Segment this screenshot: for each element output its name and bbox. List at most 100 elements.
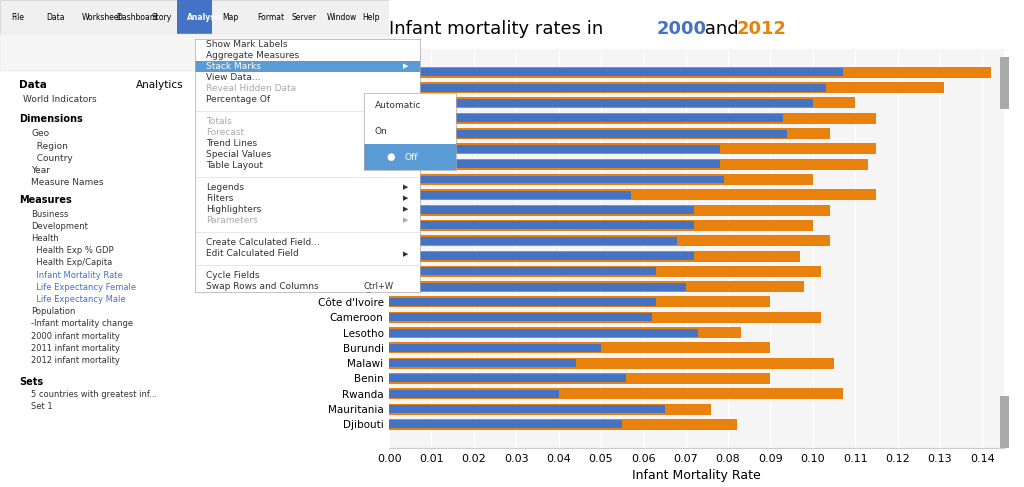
- FancyBboxPatch shape: [0, 0, 389, 34]
- Text: Business: Business: [31, 210, 69, 219]
- Text: -Infant mortality change: -Infant mortality change: [31, 319, 133, 328]
- Text: Dimensions: Dimensions: [19, 114, 83, 124]
- Bar: [389, 145, 720, 153]
- Text: Swap Rows and Columns: Swap Rows and Columns: [206, 282, 318, 291]
- Text: Region: Region: [31, 142, 68, 150]
- Bar: [389, 327, 740, 338]
- Text: Life Expectancy Male: Life Expectancy Male: [31, 295, 126, 304]
- Bar: [389, 359, 575, 367]
- Bar: [389, 143, 877, 154]
- Bar: [389, 388, 843, 399]
- Bar: [389, 130, 787, 137]
- Bar: [389, 419, 736, 430]
- Text: Worksheet: Worksheet: [82, 13, 122, 21]
- Text: Show Mark Labels: Show Mark Labels: [206, 40, 288, 49]
- Text: ▶: ▶: [403, 185, 409, 190]
- Bar: [389, 222, 694, 229]
- Text: Population: Population: [31, 307, 76, 316]
- Text: Automatic: Automatic: [375, 101, 421, 110]
- Text: and: and: [699, 20, 744, 38]
- Text: 2011 infant mortality: 2011 infant mortality: [31, 344, 120, 353]
- Text: Off: Off: [404, 153, 419, 162]
- Text: World Indicators: World Indicators: [24, 95, 97, 104]
- Bar: [389, 84, 825, 92]
- Text: ▶: ▶: [403, 163, 409, 169]
- Bar: [389, 420, 623, 429]
- Text: Filters: Filters: [206, 194, 233, 203]
- Bar: [389, 329, 698, 337]
- Bar: [389, 375, 627, 382]
- Bar: [389, 267, 656, 275]
- Text: Health Exp/Capita: Health Exp/Capita: [31, 259, 113, 267]
- Text: Parameters: Parameters: [206, 216, 258, 225]
- Bar: [389, 235, 829, 246]
- Bar: [389, 189, 877, 200]
- Bar: [389, 404, 711, 414]
- FancyBboxPatch shape: [0, 34, 389, 71]
- Bar: [389, 252, 694, 260]
- Text: Help: Help: [361, 13, 379, 21]
- Bar: [389, 282, 686, 291]
- Bar: [389, 405, 665, 413]
- Bar: [389, 114, 783, 122]
- Bar: [999, 56, 1010, 109]
- Text: Health: Health: [31, 234, 58, 243]
- Text: Dashboard: Dashboard: [117, 13, 159, 21]
- Bar: [389, 175, 724, 184]
- Text: Format: Format: [257, 13, 284, 21]
- Text: Map: Map: [222, 13, 238, 21]
- Bar: [389, 99, 813, 107]
- Bar: [195, 61, 420, 72]
- Text: Analysis: Analysis: [186, 13, 222, 21]
- Text: Health Exp % GDP: Health Exp % GDP: [31, 246, 114, 255]
- Bar: [389, 250, 800, 262]
- Bar: [389, 266, 821, 277]
- Text: Measures: Measures: [19, 195, 73, 205]
- Bar: [389, 281, 805, 292]
- Bar: [364, 145, 456, 170]
- Text: ▶: ▶: [403, 196, 409, 202]
- Text: Infant Mortality Rate: Infant Mortality Rate: [31, 271, 123, 280]
- Text: 2012 infant mortality: 2012 infant mortality: [31, 356, 120, 365]
- Text: ▶: ▶: [403, 251, 409, 257]
- Text: Create Calculated Field...: Create Calculated Field...: [206, 238, 319, 247]
- Text: Life Expectancy Female: Life Expectancy Female: [31, 283, 136, 292]
- Text: ▶: ▶: [403, 96, 409, 103]
- Text: ▶: ▶: [403, 151, 409, 158]
- Bar: [389, 160, 720, 168]
- Bar: [389, 128, 829, 139]
- Bar: [389, 159, 868, 169]
- Text: ●: ●: [386, 152, 395, 163]
- Text: ▶: ▶: [403, 63, 409, 70]
- Text: Special Values: Special Values: [206, 150, 271, 159]
- Text: Percentage Of: Percentage Of: [206, 95, 270, 104]
- Bar: [389, 67, 991, 78]
- Text: Measure Names: Measure Names: [31, 178, 103, 187]
- Bar: [999, 396, 1010, 448]
- Bar: [389, 113, 877, 124]
- Text: ▶: ▶: [403, 218, 409, 224]
- Text: Legends: Legends: [206, 183, 244, 192]
- Bar: [389, 298, 656, 306]
- Bar: [389, 206, 694, 214]
- Bar: [389, 344, 601, 352]
- Text: Ctrl+W: Ctrl+W: [364, 282, 393, 291]
- Text: Data: Data: [19, 80, 47, 90]
- Text: View Data...: View Data...: [206, 73, 260, 82]
- Bar: [389, 237, 677, 244]
- Bar: [389, 174, 813, 185]
- Text: Cycle Fields: Cycle Fields: [206, 271, 259, 280]
- X-axis label: Infant Mortality Rate: Infant Mortality Rate: [632, 469, 761, 482]
- Text: Window: Window: [327, 13, 357, 21]
- Bar: [389, 342, 770, 354]
- Text: Data: Data: [47, 13, 66, 21]
- Text: Edit Calculated Field: Edit Calculated Field: [206, 249, 299, 258]
- Text: ▶: ▶: [403, 141, 409, 147]
- Text: 2000 infant mortality: 2000 infant mortality: [31, 332, 120, 340]
- Bar: [389, 312, 821, 323]
- FancyBboxPatch shape: [177, 0, 212, 34]
- Bar: [389, 205, 829, 216]
- Text: Development: Development: [31, 222, 88, 231]
- Text: Table Layout: Table Layout: [206, 161, 263, 170]
- Text: Year: Year: [31, 166, 50, 175]
